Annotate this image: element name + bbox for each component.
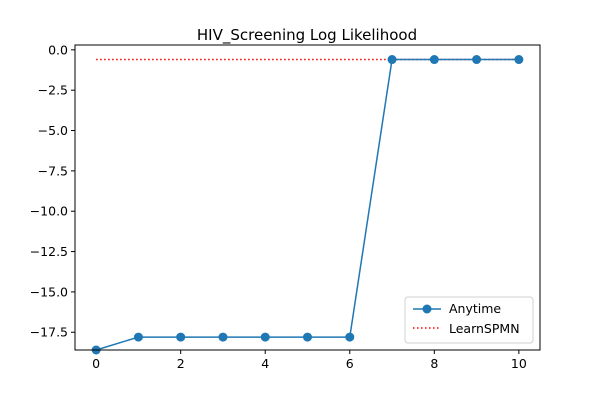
series-anytime-point: [345, 332, 355, 342]
y-tick-label: −12.5: [30, 244, 68, 259]
series-anytime-point: [429, 55, 439, 65]
series-anytime-point: [387, 55, 397, 65]
y-axis: 0.0 −2.5 −5.0 −7.5 −10.0 −12.5 −15.0 −17.5: [30, 42, 75, 340]
series-anytime-point: [303, 332, 312, 342]
x-tick-label: 0: [92, 356, 100, 371]
x-tick-label: 6: [346, 356, 354, 371]
y-tick-label: −2.5: [38, 83, 68, 98]
series-anytime-point: [133, 332, 143, 342]
y-tick-label: −7.5: [38, 163, 68, 178]
legend-anytime-marker: [422, 304, 432, 314]
series-anytime-point: [176, 332, 186, 342]
x-axis: 0 2 4 6 8 10: [92, 350, 527, 371]
y-tick-label: −10.0: [30, 204, 68, 219]
x-tick-label: 10: [511, 356, 527, 371]
legend: Anytime LearnSPMN: [404, 296, 534, 344]
series-anytime-point: [218, 332, 228, 342]
series-anytime-point: [514, 55, 524, 65]
legend-label-anytime: Anytime: [449, 301, 501, 316]
y-tick-label: 0.0: [48, 42, 68, 57]
y-tick-label: −15.0: [30, 284, 68, 299]
legend-label-learnspmn: LearnSPMN: [449, 321, 520, 336]
y-tick-label: −5.0: [38, 123, 68, 138]
plot-frame: [74, 44, 541, 351]
x-tick-label: 4: [261, 356, 269, 371]
series-anytime-point: [472, 55, 482, 65]
x-tick-label: 2: [177, 356, 185, 371]
chart-title: HIV_Screening Log Likelihood: [197, 26, 417, 45]
y-tick-label: −17.5: [30, 325, 68, 340]
series-anytime-point: [260, 332, 270, 342]
series-layer: [91, 55, 524, 355]
x-tick-label: 8: [430, 356, 438, 371]
